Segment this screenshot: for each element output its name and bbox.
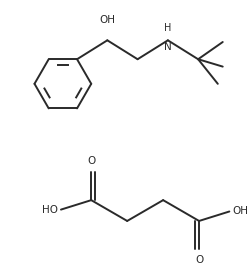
Text: H: H	[164, 23, 172, 33]
Text: N: N	[164, 42, 172, 52]
Text: HO: HO	[42, 204, 58, 215]
Text: O: O	[87, 156, 95, 166]
Text: O: O	[195, 255, 203, 265]
Text: OH: OH	[99, 15, 115, 25]
Text: OH: OH	[232, 206, 248, 216]
